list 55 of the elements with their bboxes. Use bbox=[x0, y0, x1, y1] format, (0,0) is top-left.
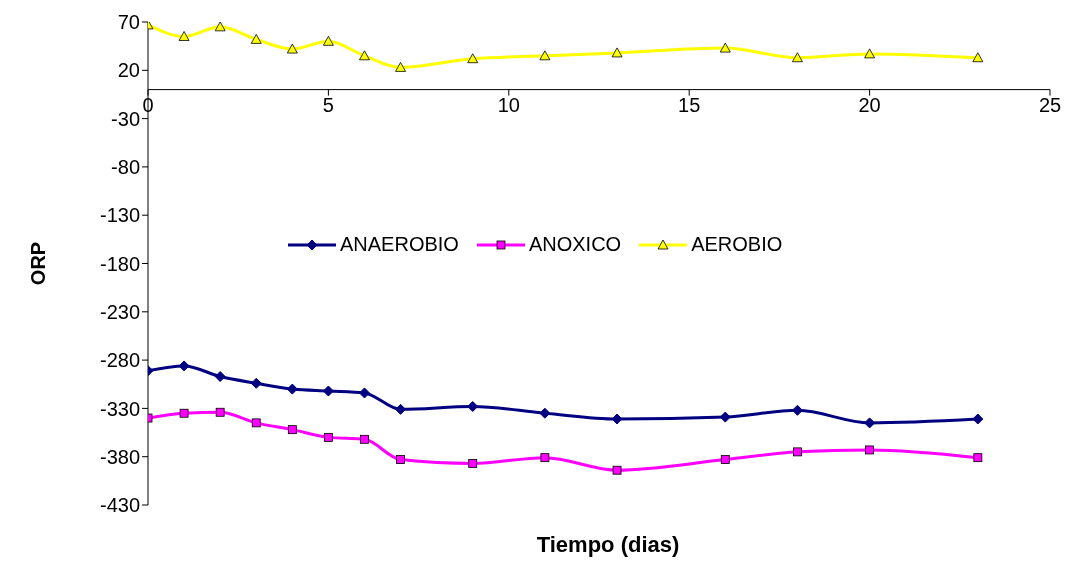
y-tick-label: 70 bbox=[117, 11, 140, 34]
y-tick-label: -30 bbox=[111, 107, 140, 130]
y-tick-label: 20 bbox=[117, 59, 140, 82]
point bbox=[287, 425, 297, 435]
x-tick-label: 10 bbox=[497, 93, 520, 116]
point bbox=[864, 48, 875, 59]
y-tick-label: -180 bbox=[99, 252, 140, 275]
x-tick-label: 25 bbox=[1038, 93, 1062, 116]
point bbox=[972, 413, 984, 425]
point bbox=[396, 455, 405, 464]
point bbox=[251, 418, 261, 428]
point bbox=[179, 408, 189, 418]
point bbox=[250, 377, 262, 389]
point bbox=[865, 445, 874, 455]
point bbox=[467, 53, 479, 64]
point bbox=[215, 407, 225, 417]
y-tick-label: -380 bbox=[99, 445, 140, 468]
y-tick-label: -330 bbox=[99, 397, 140, 420]
point bbox=[250, 33, 262, 44]
point bbox=[178, 31, 190, 41]
point bbox=[286, 43, 298, 54]
point bbox=[467, 400, 479, 412]
x-tick-label: 20 bbox=[858, 93, 881, 116]
y-tick-label: -80 bbox=[111, 156, 140, 178]
x-tick-label: 0 bbox=[142, 93, 154, 116]
x-tick-label: 15 bbox=[678, 93, 701, 116]
y-tick-label: -230 bbox=[99, 300, 140, 323]
point bbox=[214, 371, 226, 383]
x-tick-label: 5 bbox=[322, 93, 334, 116]
y-tick-label: -130 bbox=[99, 204, 140, 227]
point bbox=[324, 432, 333, 442]
point bbox=[540, 453, 550, 463]
point bbox=[612, 465, 622, 475]
point bbox=[720, 455, 730, 464]
point bbox=[793, 447, 802, 457]
point bbox=[214, 22, 226, 32]
point bbox=[360, 434, 369, 444]
point bbox=[395, 62, 406, 72]
point bbox=[719, 42, 731, 53]
point bbox=[792, 52, 803, 63]
point bbox=[539, 50, 551, 61]
legend-label: ANAEROBIO bbox=[340, 233, 459, 256]
y-axis-title: ORP bbox=[27, 241, 50, 286]
point bbox=[468, 459, 478, 468]
x-axis-title: Tiempo (dias) bbox=[535, 532, 681, 558]
point bbox=[323, 35, 334, 46]
point bbox=[539, 407, 551, 419]
y-tick-label: -280 bbox=[99, 349, 140, 372]
legend-label: AEROBIO bbox=[691, 233, 783, 256]
point bbox=[972, 52, 984, 63]
point bbox=[611, 47, 623, 58]
legend-label: ANOXICO bbox=[528, 233, 622, 256]
point bbox=[973, 453, 983, 463]
y-tick-label: -430 bbox=[99, 494, 140, 517]
point bbox=[359, 50, 370, 61]
